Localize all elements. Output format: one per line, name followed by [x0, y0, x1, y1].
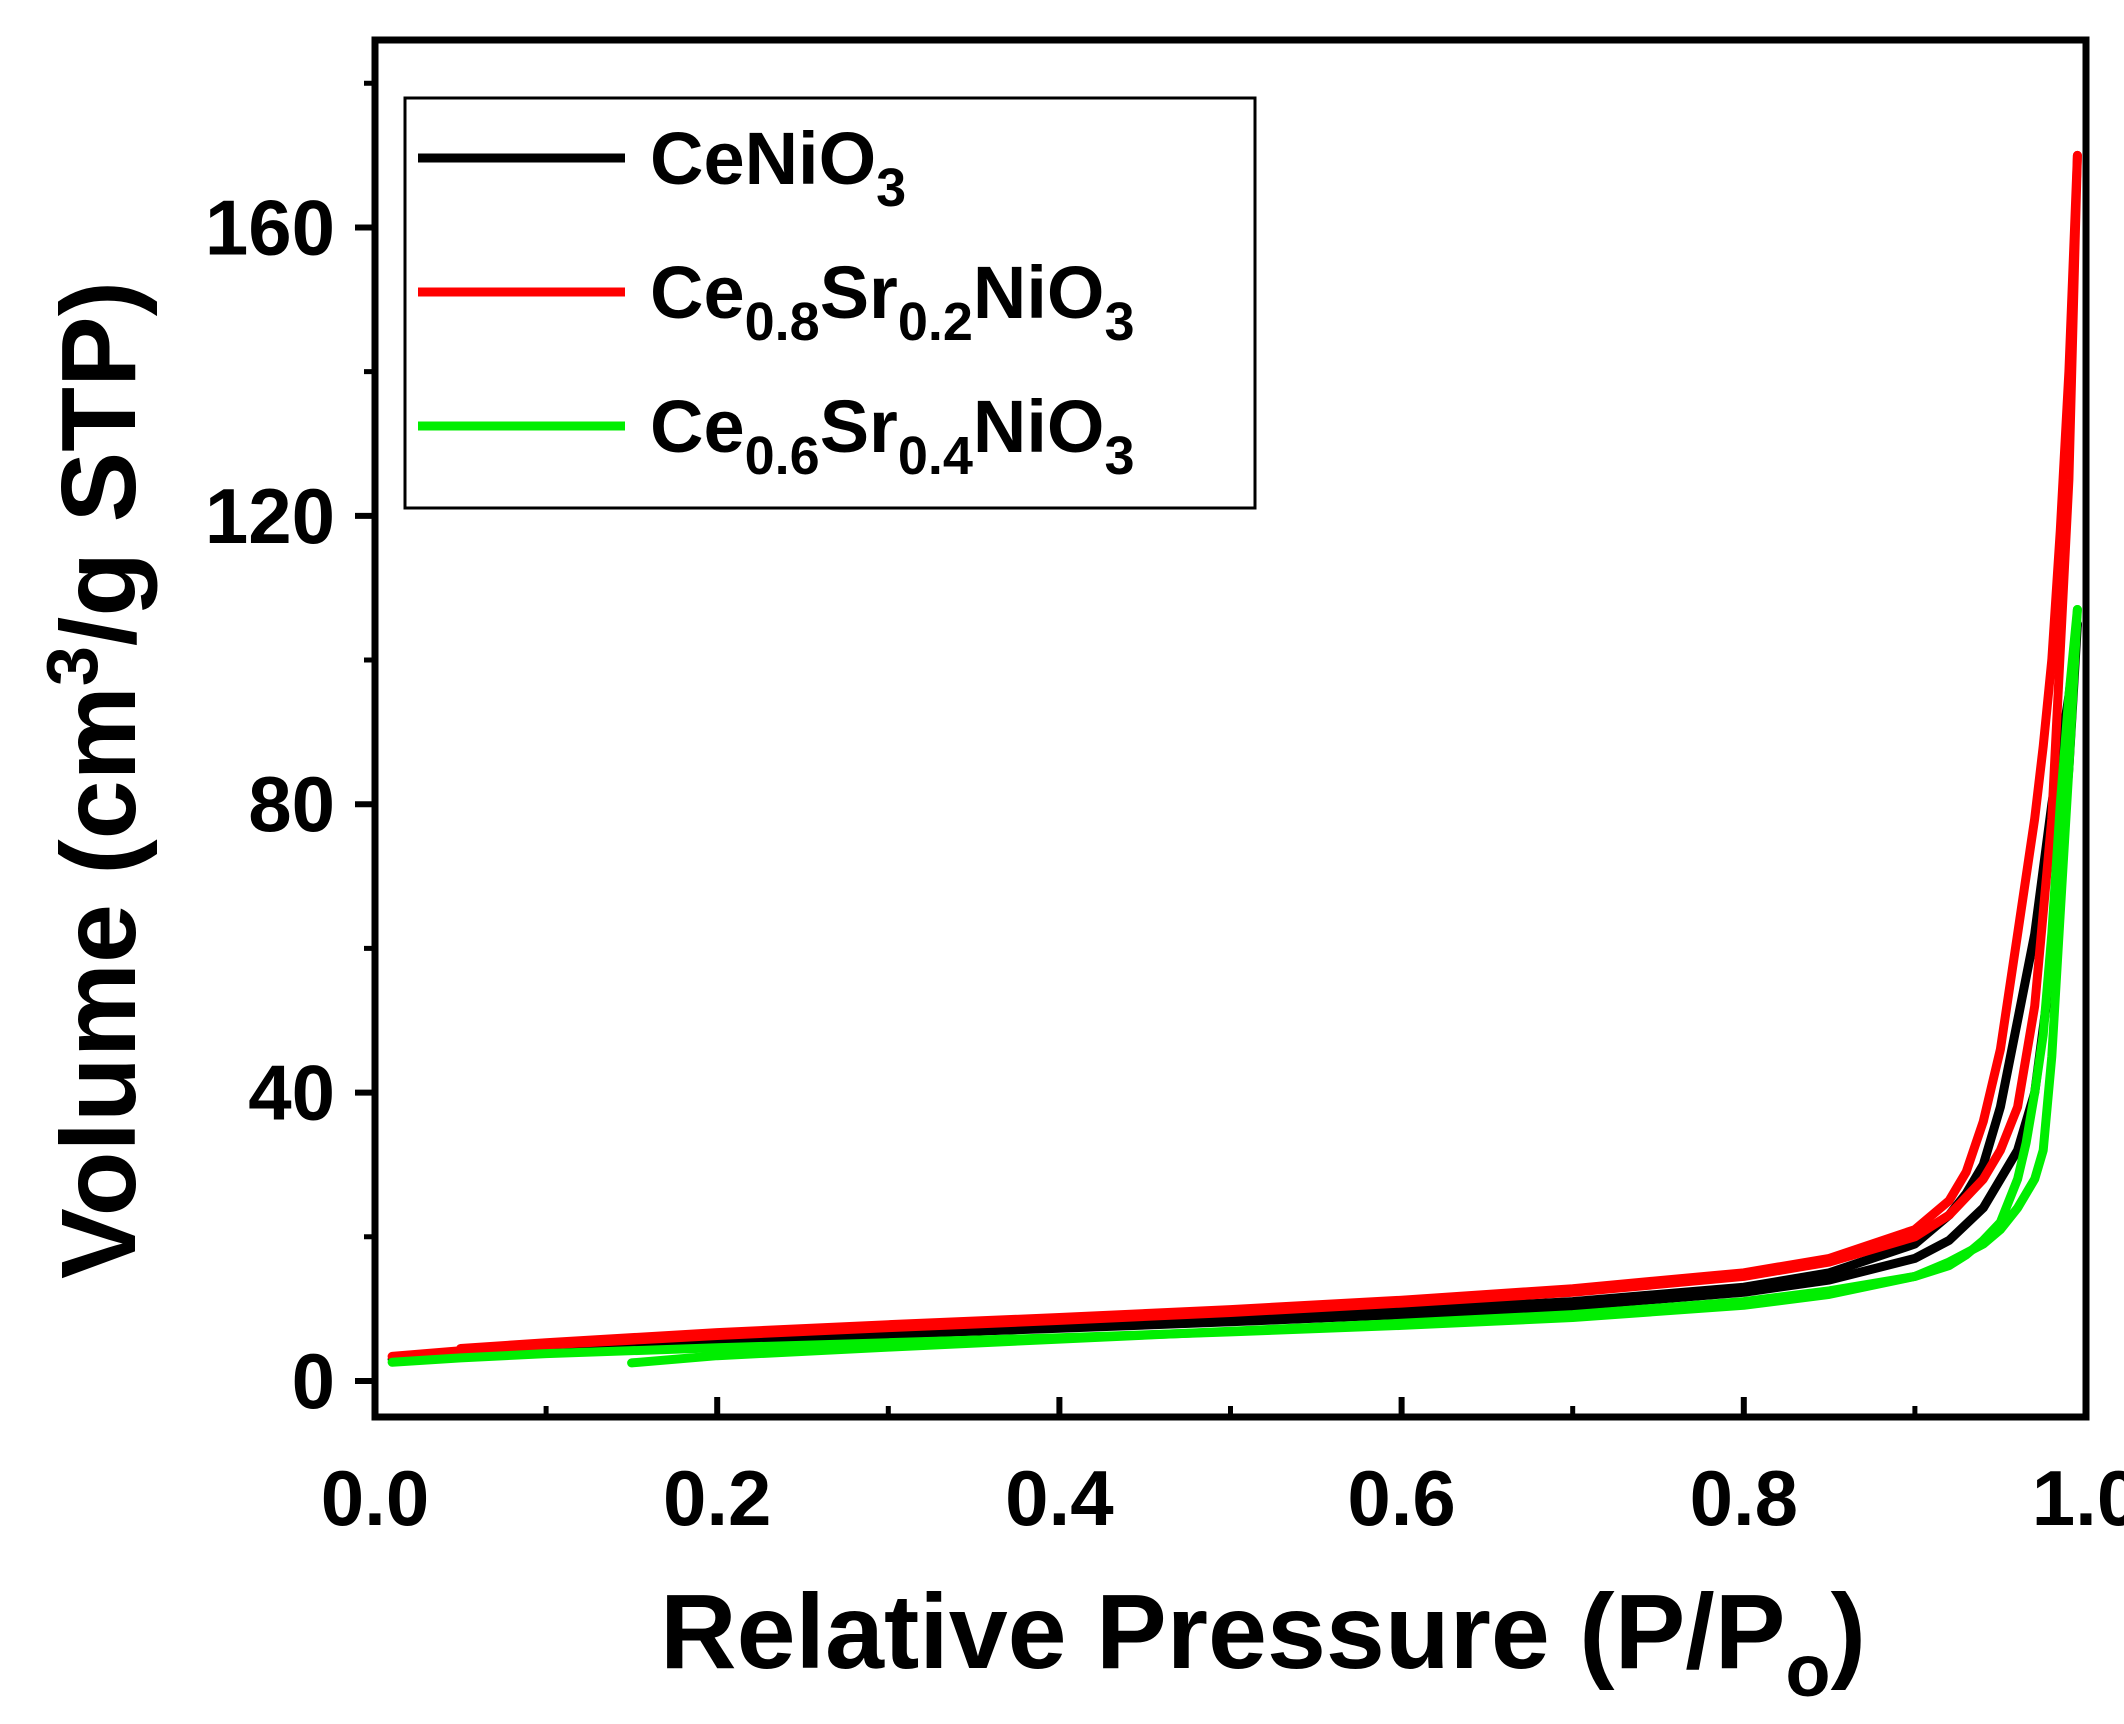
y-axis-title-end: /g STP)	[40, 281, 158, 646]
legend-label-part: 3	[1104, 426, 1134, 486]
x-tick-label: 0.4	[1005, 1454, 1113, 1542]
legend-label-part: Ce	[650, 251, 745, 334]
legend-label-part: 3	[876, 158, 906, 218]
x-axis-title: Relative Pressure (P/Po)	[660, 1573, 1866, 1712]
legend-box	[403, 96, 1257, 510]
legend-label-3: Ce0.6Sr0.4NiO3	[650, 385, 1135, 486]
y-tick-label: 120	[205, 472, 335, 560]
x-axis-title-main: Relative Pressure (P/P	[660, 1573, 1785, 1691]
legend-label-part: 0.2	[898, 292, 973, 352]
y-tick-label: 80	[248, 760, 335, 848]
legend-label-part: CeNiO	[650, 117, 876, 200]
legend-label-part: 0.6	[745, 426, 820, 486]
x-tick-label: 0.6	[1347, 1454, 1455, 1542]
y-tick-label: 0	[292, 1337, 335, 1425]
legend-label-part: Sr	[820, 385, 898, 468]
y-axis-title: Volume (cm3/g STP)	[33, 281, 158, 1279]
legend-label-part: Ce	[650, 385, 745, 468]
x-axis-title-end: )	[1831, 1573, 1866, 1691]
x-tick-label: 0.0	[321, 1454, 429, 1542]
y-axis-title-main: Volume (cm	[40, 686, 158, 1279]
series-2-desorption-line	[456, 150, 2082, 1353]
legend-label-1: CeNiO3	[650, 117, 906, 218]
legend-label-2: Ce0.8Sr0.2NiO3	[650, 251, 1135, 352]
y-tick-label: 40	[248, 1049, 335, 1137]
x-axis-title-sub: o	[1785, 1629, 1830, 1712]
legend-label-part: 0.4	[898, 426, 973, 486]
legend-label-part: Sr	[820, 251, 898, 334]
series-layer	[387, 150, 2082, 1368]
series-3-desorption-line	[627, 605, 2082, 1368]
x-tick-label: 1.0	[2032, 1454, 2124, 1542]
legend-label-part: 3	[1104, 292, 1134, 352]
y-axis-title-sup: 3	[33, 646, 113, 686]
ticks-layer: 0.0 0.2 0.4 0.6 0.8 1.0 0 40 80 120 160	[205, 80, 2124, 1542]
y-tick-label: 160	[205, 183, 335, 271]
legend-label-part: NiO	[973, 385, 1105, 468]
x-tick-label: 0.2	[663, 1454, 771, 1542]
x-tick-label: 0.8	[1690, 1454, 1798, 1542]
legend-label-part: 0.8	[745, 292, 820, 352]
legend-label-part: NiO	[973, 251, 1105, 334]
